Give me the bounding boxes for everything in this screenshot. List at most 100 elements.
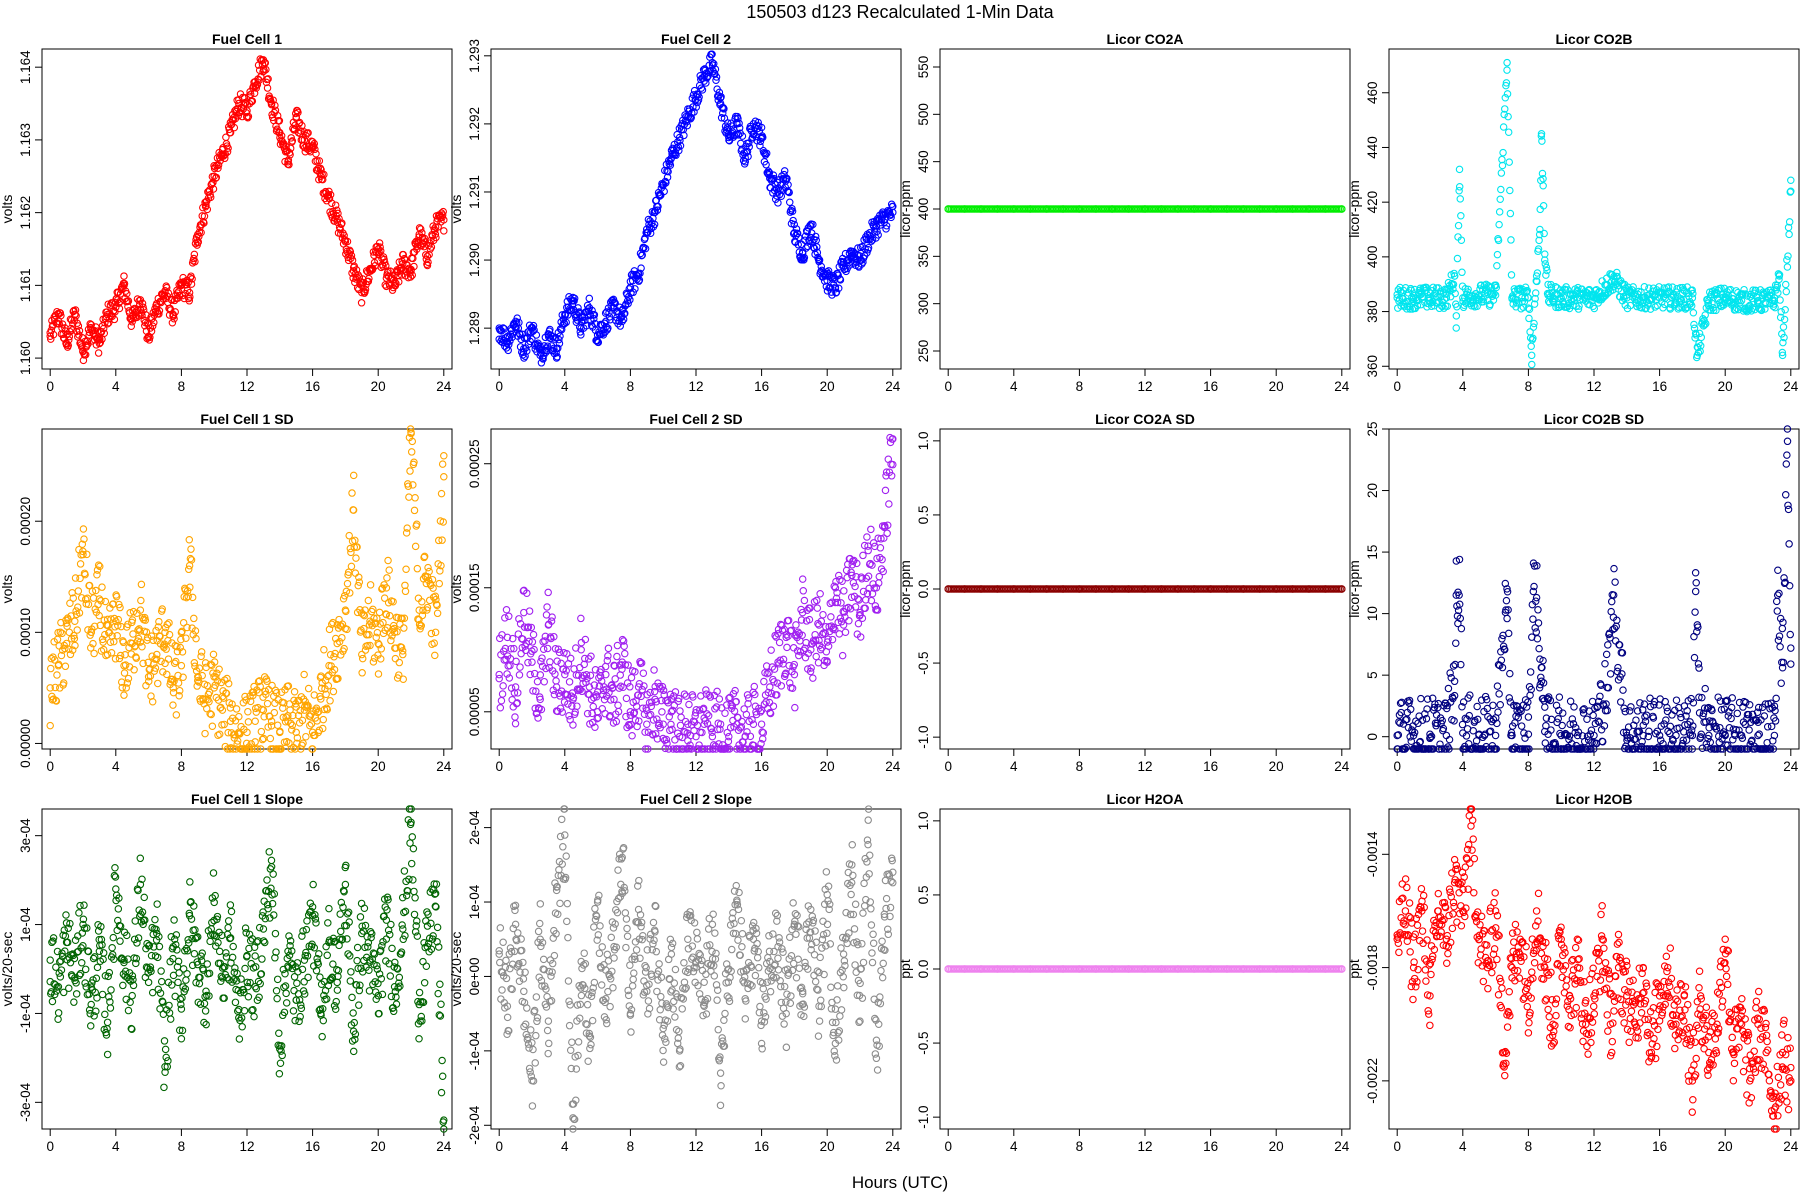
fuel-cell-2-point	[634, 269, 643, 278]
fuel-cell-2-sd-point	[639, 669, 648, 677]
licor-co2b-sd-point	[1604, 641, 1612, 649]
fuel-cell-2-point	[873, 227, 881, 236]
fuel-cell-1-point	[349, 267, 358, 275]
fuel-cell-1-point	[416, 225, 425, 233]
fuel-cell-2-point	[594, 338, 603, 347]
fuel-cell-2-point	[839, 263, 848, 271]
fuel-cell-1-point	[235, 99, 243, 108]
fuel-cell-2-point	[834, 271, 842, 280]
fuel-cell-1-sd-point	[65, 628, 74, 637]
fuel-cell-2-point	[771, 195, 780, 203]
fuel-cell-1-sd-point	[413, 564, 422, 573]
licor-co2a-sd-y-axis-label: licor-ppm	[897, 560, 913, 618]
licor-co2b-x-tick-label: 0	[1393, 379, 1401, 394]
fuel-cell-1-sd-point	[424, 563, 432, 572]
licor-co2b-point	[1454, 221, 1463, 230]
fuel-cell-2-sd-point	[864, 546, 872, 555]
fuel-cell-2-sd-point	[627, 673, 636, 682]
licor-co2b-point	[1457, 236, 1466, 244]
fuel-cell-1-sd-point	[290, 688, 299, 696]
fuel-cell-2-point	[604, 324, 612, 332]
fuel-cell-2-sd-y-axis-label: volts	[448, 575, 464, 604]
licor-co2b-point	[1527, 342, 1535, 350]
fuel-cell-2-point	[689, 103, 697, 111]
fuel-cell-2-point	[815, 256, 823, 264]
fuel-cell-2-point	[499, 324, 507, 332]
fuel-cell-2-point	[861, 245, 869, 253]
fuel-cell-2-point	[738, 132, 747, 140]
fuel-cell-1-point	[282, 142, 290, 151]
fuel-cell-2-point	[676, 136, 684, 145]
fuel-cell-1-x-tick-label: 4	[112, 379, 120, 394]
fuel-cell-1-point	[62, 339, 71, 348]
licor-co2b-point	[1507, 236, 1515, 244]
fuel-cell-1-point	[431, 223, 440, 231]
fuel-cell-1-point	[128, 315, 136, 323]
licor-co2b-point	[1687, 301, 1696, 310]
fuel-cell-2-point	[537, 359, 546, 367]
licor-co2a-point	[1026, 205, 1034, 213]
fuel-cell-1-sd-point	[61, 662, 70, 671]
fuel-cell-2-sd-point	[819, 610, 827, 619]
licor-co2b-y-tick-label: 380	[1365, 300, 1380, 323]
fuel-cell-1-y-tick-label: 1.164	[18, 50, 33, 84]
fuel-cell-1-sd-x-tick-label: 4	[112, 759, 120, 774]
licor-co2a-point	[1075, 205, 1084, 213]
fuel-cell-2-point	[725, 133, 733, 142]
licor-co2b-sd-point	[1449, 662, 1458, 670]
licor-co2b-point	[1497, 169, 1506, 177]
licor-co2b-sd-point	[1614, 663, 1622, 672]
fuel-cell-2-sd-point	[813, 596, 821, 605]
fuel-cell-1-point	[94, 349, 103, 357]
licor-co2b-x-tick-label: 12	[1586, 379, 1601, 394]
fuel-cell-1-point	[423, 261, 432, 270]
fuel-cell-1-sd-point	[137, 596, 145, 605]
fuel-cell-2-sd-point	[544, 588, 552, 597]
fuel-cell-1-point	[182, 280, 191, 289]
fuel-cell-1-sd-point	[251, 738, 259, 746]
fuel-cell-2-point	[590, 314, 598, 323]
fuel-cell-1-point	[66, 315, 75, 323]
fuel-cell-1-sd-series	[46, 425, 448, 753]
fuel-cell-1-sd-point	[435, 579, 444, 588]
fuel-cell-2-y-axis-label: volts	[448, 195, 464, 224]
licor-co2a-point	[993, 205, 1002, 213]
fuel-cell-2-sd-x-tick-label: 0	[495, 759, 503, 774]
fuel-cell-2-sd-point	[725, 732, 733, 741]
fuel-cell-1-point	[218, 150, 227, 159]
licor-co2b-sd-point	[1601, 660, 1609, 668]
fuel-cell-2-point	[528, 324, 536, 332]
licor-co2a-y-tick-label: 350	[916, 245, 931, 268]
fuel-cell-1-sd-point	[358, 669, 366, 677]
fuel-cell-1-point	[83, 341, 91, 350]
licor-co2b-sd-point	[1495, 690, 1503, 698]
fuel-cell-1-point	[169, 310, 177, 319]
fuel-cell-2-point	[528, 335, 536, 343]
fuel-cell-2-sd-point	[628, 732, 636, 740]
fuel-cell-1-sd-point	[320, 645, 328, 654]
fuel-cell-1-sd-point	[326, 697, 334, 705]
licor-co2b-sd-point	[1619, 686, 1627, 694]
licor-co2b-point	[1784, 252, 1792, 260]
licor-co2a-point	[1059, 205, 1067, 213]
licor-co2a-x-tick-label: 12	[1137, 379, 1152, 394]
fuel-cell-1-y-tick-label: 1.162	[18, 196, 33, 230]
fuel-cell-2-point	[550, 344, 558, 353]
fuel-cell-1-point	[205, 186, 214, 194]
licor-co2b-point	[1781, 305, 1789, 314]
fuel-cell-1-point	[391, 278, 399, 286]
licor-co2a-sd-title: Licor CO2A SD	[1095, 411, 1195, 427]
fuel-cell-2-point	[864, 243, 873, 252]
fuel-cell-2-point	[777, 192, 786, 200]
licor-co2b-sd-point	[1496, 701, 1504, 709]
licor-co2a-point	[1272, 205, 1280, 213]
licor-co2b-point	[1501, 105, 1509, 113]
licor-co2b-point	[1530, 300, 1539, 308]
fuel-cell-2-y-tick-label: 1.289	[467, 311, 482, 345]
fuel-cell-2-point	[792, 225, 801, 233]
fuel-cell-1-point	[153, 303, 161, 311]
fuel-cell-2-sd-point	[868, 561, 876, 569]
fuel-cell-1-point	[92, 323, 100, 331]
fuel-cell-2-sd-point	[507, 684, 516, 692]
